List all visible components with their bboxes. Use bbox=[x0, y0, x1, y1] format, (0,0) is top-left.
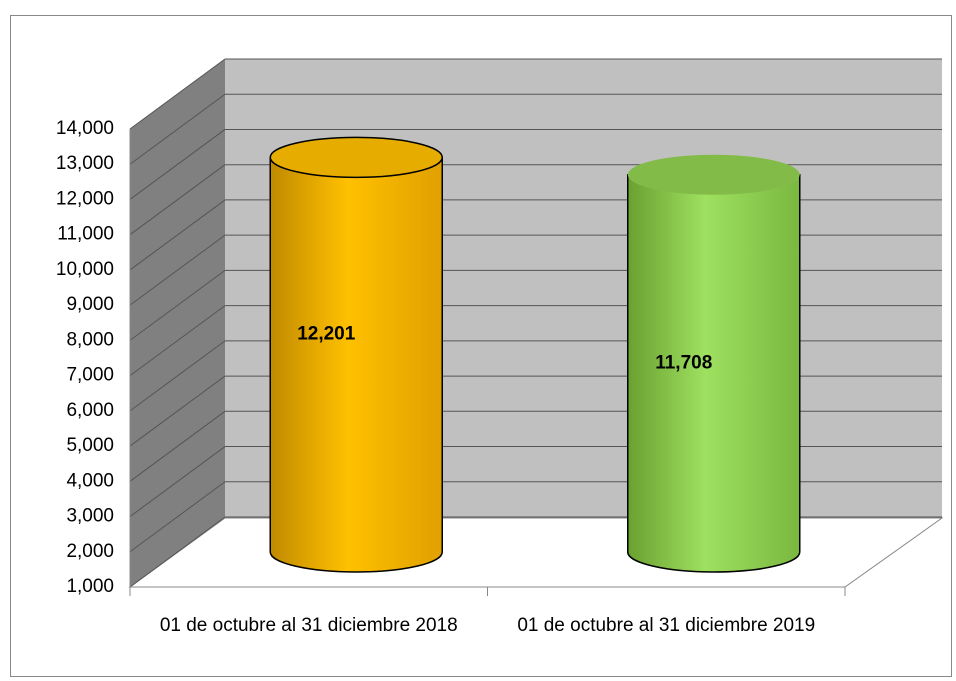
y-tick-label: 8,000 bbox=[66, 329, 114, 350]
side-grid-line bbox=[129, 199, 226, 271]
y-tick-label: 12,000 bbox=[56, 188, 114, 209]
y-tick-label: 11,000 bbox=[57, 224, 114, 245]
side-grid-line bbox=[129, 305, 226, 377]
y-tick-label: 6,000 bbox=[66, 400, 114, 421]
side-grid-line bbox=[129, 340, 226, 412]
side-grid-line bbox=[129, 164, 226, 236]
y-tick-label: 4,000 bbox=[66, 470, 114, 491]
y-tick-label: 13,000 bbox=[56, 153, 114, 174]
side-grid-line bbox=[129, 446, 226, 517]
side-grid-line bbox=[129, 481, 226, 553]
side-grid-line bbox=[129, 93, 226, 165]
data-label: 11,708 bbox=[655, 352, 712, 373]
side-grid-line bbox=[129, 58, 226, 130]
bar bbox=[269, 156, 443, 573]
side-grid-line bbox=[129, 375, 226, 447]
bar bbox=[627, 173, 801, 573]
side-grid-line bbox=[129, 234, 226, 306]
side-grid-line bbox=[129, 516, 226, 588]
y-tick-label: 7,000 bbox=[66, 365, 114, 386]
side-grid-line bbox=[129, 129, 226, 200]
side-wall bbox=[130, 59, 225, 587]
side-grid-line bbox=[129, 410, 226, 482]
y-tick-label: 5,000 bbox=[66, 435, 114, 456]
y-tick-label: 3,000 bbox=[66, 506, 114, 527]
bar-top bbox=[627, 154, 800, 195]
y-tick-label: 2,000 bbox=[66, 541, 114, 562]
bar-top bbox=[269, 136, 443, 179]
x-tick-label: 01 de octubre al 31 diciembre 2019 bbox=[517, 615, 816, 636]
y-tick-label: 14,000 bbox=[56, 118, 114, 139]
floor bbox=[128, 517, 944, 588]
data-label: 12,201 bbox=[297, 324, 356, 345]
cylinder bbox=[269, 136, 443, 573]
y-tick-label: 9,000 bbox=[66, 294, 114, 315]
cylinder bbox=[627, 154, 801, 573]
y-tick-label: 10,000 bbox=[56, 259, 114, 280]
side-grid-line bbox=[129, 269, 226, 341]
y-tick-label: 1,000 bbox=[66, 576, 114, 597]
x-tick-label: 01 de octubre al 31 diciembre 2018 bbox=[159, 615, 458, 636]
